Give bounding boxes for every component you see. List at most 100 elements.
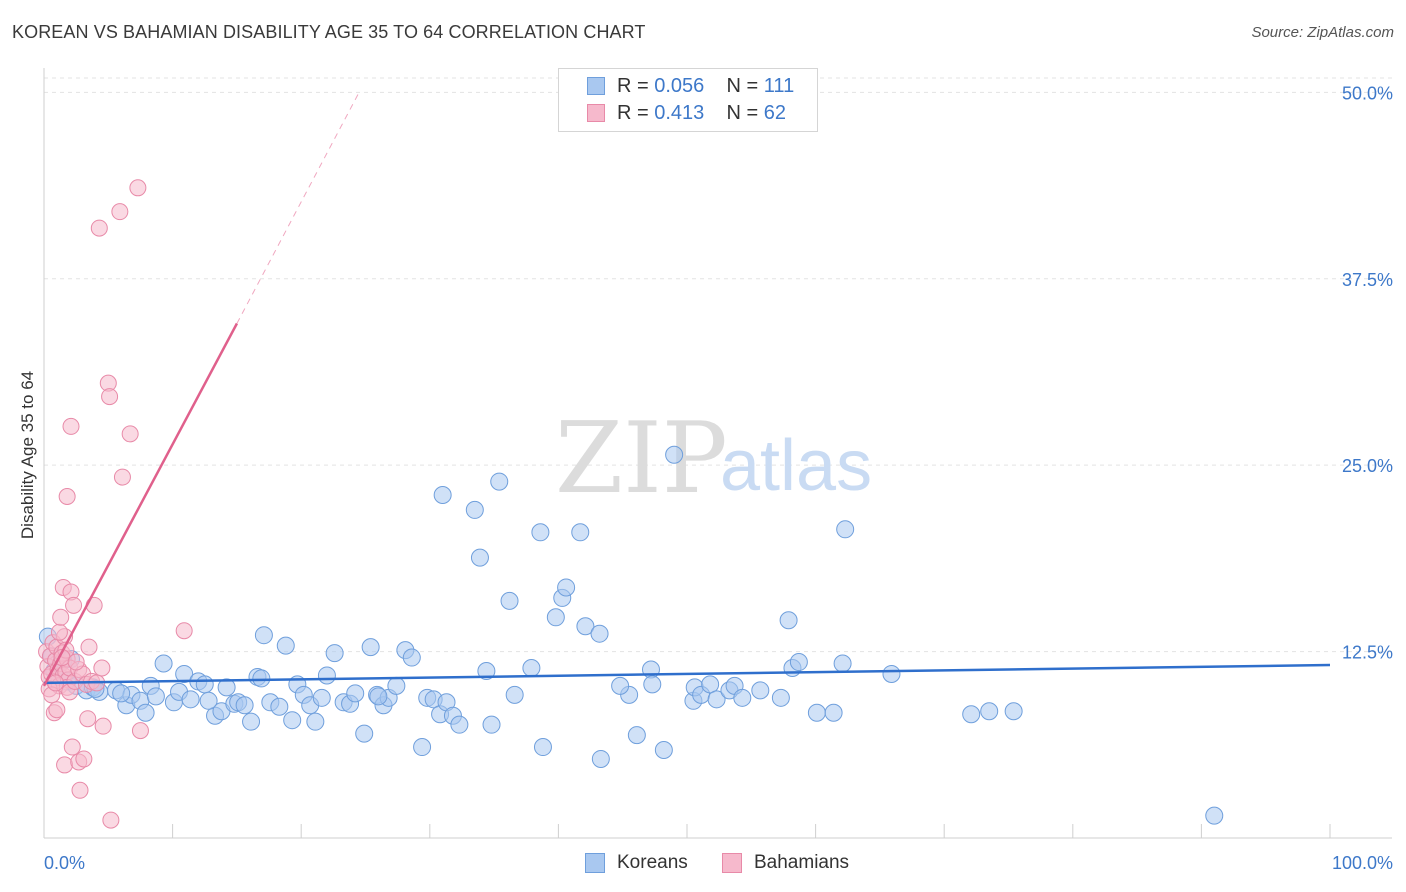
korean-point: [254, 626, 273, 645]
bahamian-point: [121, 425, 139, 443]
korean-point: [779, 611, 798, 630]
bahamian-point: [67, 653, 85, 671]
korean-point: [199, 691, 218, 710]
korean-point: [325, 644, 344, 663]
axis-labels: 12.5% 25.0% 37.5% 50.0% 0.0% 100.0% Disability…: [18, 83, 1393, 873]
chart-source: Source: ZipAtlas.com: [1251, 24, 1394, 41]
legend-n-label: N =: [726, 102, 764, 124]
korean-point: [546, 608, 565, 627]
watermark-zip: ZIP: [555, 402, 728, 516]
correlation-legend: R = 0.056 N = 111 R = 0.413 N = 62: [558, 68, 818, 132]
legend-r-value: 0.056: [654, 75, 705, 97]
korean-point: [242, 712, 261, 731]
korean-point: [195, 675, 214, 694]
korean-point: [283, 711, 302, 730]
korean-point: [789, 653, 808, 672]
korean-point: [270, 697, 289, 716]
korean-point: [355, 724, 374, 743]
korean-point: [433, 486, 452, 505]
bahamian-point: [65, 596, 83, 614]
korean-point: [369, 687, 388, 706]
korean-point: [477, 661, 496, 680]
bahamian-point: [93, 659, 111, 677]
bahamian-point: [80, 638, 98, 656]
korean-point: [402, 648, 421, 667]
korean-point: [701, 675, 720, 694]
axes: [43, 68, 1392, 839]
korean-point: [317, 666, 336, 685]
y-tick-label: 12.5%: [1342, 643, 1393, 663]
korean-point: [531, 523, 550, 542]
korean-point: [482, 715, 501, 734]
korean-point: [136, 703, 155, 722]
trend-lines: [42, 92, 1331, 687]
korean-point: [146, 687, 165, 706]
korean-point: [590, 624, 609, 643]
x-tick-label: 100.0%: [1332, 853, 1393, 873]
bahamian-point: [129, 179, 147, 197]
y-axis-label: Disability Age 35 to 64: [18, 371, 37, 539]
korean-point: [112, 684, 131, 703]
korean-point: [490, 472, 509, 491]
y-tick-label: 37.5%: [1342, 270, 1393, 290]
korean-point: [833, 654, 852, 673]
korean-point: [836, 520, 855, 539]
watermark-atlas: atlas: [720, 426, 872, 506]
korean-point: [980, 702, 999, 721]
korean-point: [181, 690, 200, 709]
legend-r-value: 0.413: [654, 102, 705, 124]
legend-n-label: N =: [726, 75, 764, 97]
bahamian-point: [94, 717, 112, 735]
korean-point: [235, 696, 254, 715]
bahamian-point: [48, 701, 66, 719]
korean-point: [154, 654, 173, 673]
legend-n-value: 111: [763, 75, 795, 97]
bahamian-point: [62, 417, 80, 435]
korean-point: [882, 664, 901, 683]
bahamian-point: [79, 710, 97, 728]
korean-swatch-icon: [587, 77, 605, 95]
korean-point: [312, 688, 331, 707]
korean-point: [306, 712, 325, 731]
y-tick-label: 25.0%: [1342, 456, 1393, 476]
legend-n-value: 62: [763, 102, 787, 124]
korean-point: [643, 675, 662, 694]
bahamian-trend-extension: [236, 92, 360, 324]
bahamian-point: [111, 203, 129, 221]
korean-legend-swatch-icon: [585, 853, 605, 873]
bahamian-point: [71, 781, 89, 799]
bahamian-point: [58, 488, 76, 506]
korean-point: [824, 703, 843, 722]
korean-point: [962, 705, 981, 724]
korean-trend-line: [43, 663, 1331, 685]
korean-point: [346, 684, 365, 703]
korean-point: [465, 500, 484, 519]
korean-point: [505, 685, 524, 704]
chart-title: KOREAN VS BAHAMIAN DISABILITY AGE 35 TO …: [12, 22, 646, 42]
legend-r-label: R =: [617, 102, 655, 124]
korean-point: [500, 591, 519, 610]
bahamian-point: [63, 738, 81, 756]
bahamian-point: [113, 468, 131, 486]
series-legend-label: Bahamians: [754, 852, 850, 873]
korean-point: [361, 638, 380, 657]
y-tick-label: 50.0%: [1342, 83, 1393, 103]
korean-point: [591, 749, 610, 768]
korean-points: [38, 445, 1224, 825]
bahamian-swatch-icon: [587, 104, 605, 122]
korean-point: [771, 688, 790, 707]
series-legend-label: Koreans: [617, 852, 688, 873]
korean-point: [175, 664, 194, 683]
korean-point: [1205, 806, 1224, 825]
korean-point: [450, 715, 469, 734]
korean-point: [217, 678, 236, 697]
bahamian-trend-line: [42, 322, 239, 687]
korean-point: [413, 738, 432, 757]
korean-point: [576, 617, 595, 636]
korean-point: [665, 445, 684, 464]
korean-point: [557, 578, 576, 597]
korean-point: [276, 636, 295, 655]
korean-point: [751, 681, 770, 700]
korean-point: [522, 658, 541, 677]
